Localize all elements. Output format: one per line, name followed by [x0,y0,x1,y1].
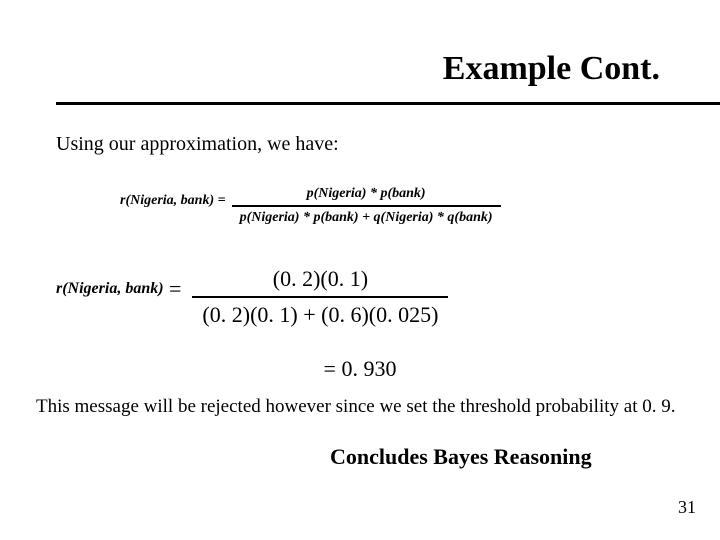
eq1-fraction: p(Nigeria) * p(bank) p(Nigeria) * p(bank… [232,186,501,226]
slide-title: Example Cont. [443,50,660,88]
eq1-denominator: p(Nigeria) * p(bank) + q(Nigeria) * q(ba… [232,207,501,226]
slide: Example Cont. Using our approximation, w… [0,0,720,540]
note-text: This message will be rejected however si… [0,382,720,418]
result-value: = 0. 930 [0,328,720,382]
eq2-fraction: (0. 2)(0. 1) (0. 2)(0. 1) + (0. 6)(0. 02… [192,266,448,328]
intro-text: Using our approximation, we have: [0,105,720,156]
eq2-denominator: (0. 2)(0. 1) + (0. 6)(0. 025) [192,298,448,328]
title-area: Example Cont. [0,0,720,88]
eq2-equals: = [164,266,189,302]
eq2-lhs: r(Nigeria, bank) [56,266,164,298]
eq2-numerator: (0. 2)(0. 1) [192,266,448,298]
eq1-numerator: p(Nigeria) * p(bank) [232,186,501,207]
conclusion-text: Concludes Bayes Reasoning [0,418,720,470]
page-number: 31 [678,497,696,518]
eq1-lhs: r(Nigeria, bank) = [120,186,226,209]
equation-2: r(Nigeria, bank) = (0. 2)(0. 1) (0. 2)(0… [0,226,720,328]
equation-1: r(Nigeria, bank) = p(Nigeria) * p(bank) … [0,156,720,226]
